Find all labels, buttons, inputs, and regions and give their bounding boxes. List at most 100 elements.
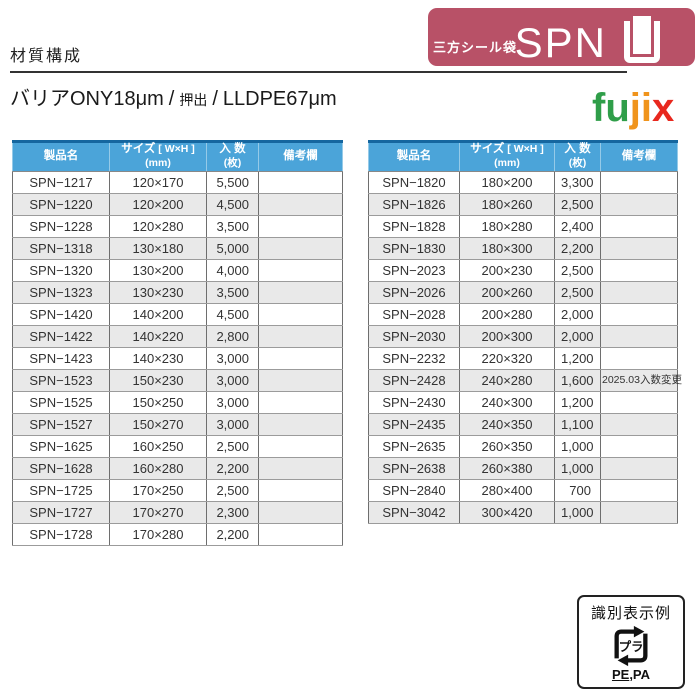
table-row: SPN−2840 280×400 700 bbox=[368, 478, 678, 502]
cell-name: SPN−1820 bbox=[368, 170, 460, 194]
table-row: SPN−3042 300×420 1,000 bbox=[368, 500, 678, 524]
cell-qty: 2,200 bbox=[206, 522, 259, 546]
column-header-qty: 入 数 (枚) bbox=[206, 140, 259, 172]
table-row: SPN−2023 200×230 2,500 bbox=[368, 258, 678, 282]
cell-remark bbox=[600, 236, 678, 260]
cell-remark bbox=[258, 302, 343, 326]
table-row: SPN−1728 170×280 2,200 bbox=[12, 522, 343, 546]
cell-remark bbox=[258, 434, 343, 458]
cell-qty: 1,600 bbox=[554, 368, 601, 392]
cell-size: 200×300 bbox=[459, 324, 555, 348]
cell-qty: 2,500 bbox=[206, 434, 259, 458]
cell-qty: 1,200 bbox=[554, 390, 601, 414]
category-badge: 三方シール袋 SPN bbox=[428, 8, 695, 66]
cell-size: 260×380 bbox=[459, 456, 555, 480]
cell-qty: 1,100 bbox=[554, 412, 601, 436]
table-row: SPN−1320 130×200 4,000 bbox=[12, 258, 343, 282]
material-composition: バリアONY18μm / 押出 / LLDPE67μm bbox=[10, 82, 337, 111]
cell-name: SPN−2023 bbox=[368, 258, 460, 282]
cell-qty: 3,000 bbox=[206, 412, 259, 436]
cell-size: 240×300 bbox=[459, 390, 555, 414]
cell-remark bbox=[258, 280, 343, 304]
table-row: SPN−1725 170×250 2,500 bbox=[12, 478, 343, 502]
cell-name: SPN−1217 bbox=[12, 170, 110, 194]
cell-name: SPN−1318 bbox=[12, 236, 110, 260]
table-row: SPN−2026 200×260 2,500 bbox=[368, 280, 678, 304]
cell-name: SPN−2635 bbox=[368, 434, 460, 458]
cell-size: 170×280 bbox=[109, 522, 207, 546]
cell-remark bbox=[600, 478, 678, 502]
cell-remark bbox=[258, 346, 343, 370]
divider bbox=[10, 71, 627, 73]
table-row: SPN−2232 220×320 1,200 bbox=[368, 346, 678, 370]
cell-qty: 5,500 bbox=[206, 170, 259, 194]
cell-size: 280×400 bbox=[459, 478, 555, 502]
cell-qty: 3,000 bbox=[206, 346, 259, 370]
cell-size: 120×200 bbox=[109, 192, 207, 216]
cell-size: 260×350 bbox=[459, 434, 555, 458]
cell-size: 130×180 bbox=[109, 236, 207, 260]
cell-remark bbox=[600, 214, 678, 238]
fujix-logo: fujix bbox=[592, 86, 674, 130]
badge-category-label: 三方シール袋 bbox=[432, 40, 517, 55]
cell-remark bbox=[600, 390, 678, 414]
logo-segment: fu bbox=[592, 86, 630, 130]
table-header-row: 製品名 サイズ [ W×H ] (mm) 入 数 (枚) 備考欄 bbox=[12, 140, 343, 172]
identification-box: 識別表示例 プラ PE,PA bbox=[577, 595, 685, 689]
cell-qty: 2,000 bbox=[554, 302, 601, 326]
cell-remark bbox=[258, 170, 343, 194]
cell-name: SPN−1725 bbox=[12, 478, 110, 502]
cell-remark bbox=[258, 522, 343, 546]
cell-name: SPN−1323 bbox=[12, 280, 110, 304]
table-row: SPN−1628 160×280 2,200 bbox=[12, 456, 343, 480]
column-header-remark: 備考欄 bbox=[600, 140, 678, 172]
table-row: SPN−1625 160×250 2,500 bbox=[12, 434, 343, 458]
cell-name: SPN−2026 bbox=[368, 280, 460, 304]
table-row: SPN−2428 240×280 1,600 2025.03入数変更 bbox=[368, 368, 682, 392]
cell-size: 150×250 bbox=[109, 390, 207, 414]
cell-name: SPN−2840 bbox=[368, 478, 460, 502]
product-table-left: 製品名 サイズ [ W×H ] (mm) 入 数 (枚) 備考欄 SPN−1217 1… bbox=[12, 140, 343, 546]
cell-size: 150×230 bbox=[109, 368, 207, 392]
cell-remark bbox=[600, 346, 678, 370]
table-row: SPN−1420 140×200 4,500 bbox=[12, 302, 343, 326]
table-row: SPN−1525 150×250 3,000 bbox=[12, 390, 343, 414]
cell-name: SPN−1220 bbox=[12, 192, 110, 216]
column-header-remark: 備考欄 bbox=[258, 140, 343, 172]
page-title: 材質構成 bbox=[10, 48, 83, 65]
cell-remark bbox=[600, 258, 678, 282]
table-row: SPN−2028 200×280 2,000 bbox=[368, 302, 678, 326]
cell-qty: 1,000 bbox=[554, 500, 601, 524]
identification-box-title: 識別表示例 bbox=[590, 605, 671, 622]
cell-name: SPN−1728 bbox=[12, 522, 110, 546]
cell-remark: 2025.03入数変更 bbox=[600, 368, 682, 392]
cell-qty: 5,000 bbox=[206, 236, 259, 260]
material-film1: バリアONY18μm bbox=[10, 88, 164, 110]
table-row: SPN−2430 240×300 1,200 bbox=[368, 390, 678, 414]
cell-name: SPN−2638 bbox=[368, 456, 460, 480]
cell-name: SPN−1628 bbox=[12, 456, 110, 480]
cell-size: 240×280 bbox=[459, 368, 555, 392]
table-row: SPN−2030 200×300 2,000 bbox=[368, 324, 678, 348]
cell-qty: 2,200 bbox=[206, 456, 259, 480]
cell-size: 300×420 bbox=[459, 500, 555, 524]
cell-name: SPN−1420 bbox=[12, 302, 110, 326]
column-header-size: サイズ [ W×H ] (mm) bbox=[109, 140, 207, 172]
table-row: SPN−1523 150×230 3,000 bbox=[12, 368, 343, 392]
cell-remark bbox=[600, 434, 678, 458]
cell-remark bbox=[258, 478, 343, 502]
table-row: SPN−2635 260×350 1,000 bbox=[368, 434, 678, 458]
cell-qty: 3,500 bbox=[206, 280, 259, 304]
table-row: SPN−1220 120×200 4,500 bbox=[12, 192, 343, 216]
cell-size: 150×270 bbox=[109, 412, 207, 436]
table-row: SPN−1830 180×300 2,200 bbox=[368, 236, 678, 260]
cell-qty: 4,000 bbox=[206, 258, 259, 282]
cell-remark bbox=[258, 324, 343, 348]
cell-qty: 1,000 bbox=[554, 434, 601, 458]
cell-size: 170×270 bbox=[109, 500, 207, 524]
cell-remark bbox=[258, 258, 343, 282]
table-row: SPN−2435 240×350 1,100 bbox=[368, 412, 678, 436]
table-row: SPN−1820 180×200 3,300 bbox=[368, 170, 678, 194]
cell-size: 160×280 bbox=[109, 456, 207, 480]
cell-size: 180×200 bbox=[459, 170, 555, 194]
